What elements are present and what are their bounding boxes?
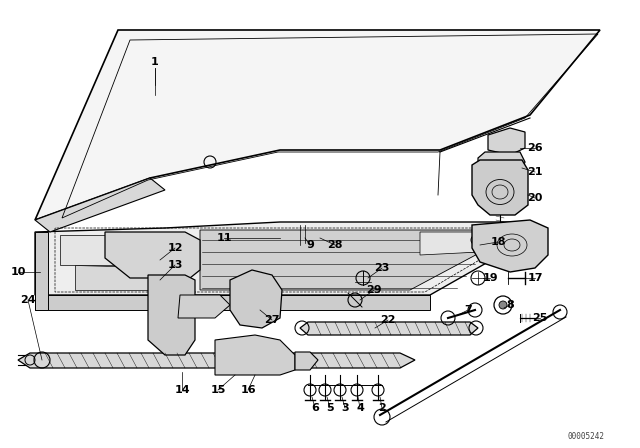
Polygon shape [35,178,165,232]
Polygon shape [178,295,230,318]
Text: 8: 8 [506,300,514,310]
Text: 2: 2 [378,403,386,413]
Text: 22: 22 [380,315,396,325]
Text: 18: 18 [490,237,506,247]
Text: 25: 25 [532,313,548,323]
Text: 23: 23 [374,263,390,273]
Text: 10: 10 [10,267,26,277]
Polygon shape [295,352,318,370]
Polygon shape [35,232,48,310]
Polygon shape [200,230,500,290]
Polygon shape [300,322,478,335]
Polygon shape [230,270,282,328]
Text: 5: 5 [326,403,334,413]
Text: 29: 29 [366,285,382,295]
Polygon shape [35,295,430,310]
Polygon shape [215,335,295,375]
Circle shape [162,300,178,316]
Polygon shape [478,152,525,178]
Text: 28: 28 [327,240,343,250]
Polygon shape [18,353,415,368]
Text: 27: 27 [264,315,280,325]
Polygon shape [60,235,120,265]
Text: 3: 3 [341,403,349,413]
Circle shape [499,301,507,309]
Polygon shape [125,235,180,265]
Text: 17: 17 [527,273,543,283]
Text: 1: 1 [151,57,159,67]
Text: 20: 20 [527,193,543,203]
Text: 7: 7 [464,305,472,315]
Polygon shape [75,265,185,290]
Polygon shape [488,128,525,155]
Polygon shape [35,30,600,220]
Polygon shape [480,232,510,252]
Circle shape [166,304,174,312]
Polygon shape [472,160,528,215]
Text: 9: 9 [306,240,314,250]
Text: 26: 26 [527,143,543,153]
Polygon shape [105,232,200,278]
Polygon shape [472,220,548,272]
Text: 21: 21 [527,167,543,177]
Text: 19: 19 [482,273,498,283]
Text: 12: 12 [167,243,183,253]
Text: 15: 15 [211,385,226,395]
Polygon shape [420,232,480,255]
Polygon shape [35,222,518,295]
Text: 4: 4 [356,403,364,413]
Text: 6: 6 [311,403,319,413]
Text: 16: 16 [240,385,256,395]
Text: 11: 11 [216,233,232,243]
Polygon shape [148,275,195,355]
Text: 13: 13 [167,260,182,270]
Text: 00005242: 00005242 [568,432,605,441]
Text: 14: 14 [174,385,190,395]
Text: 24: 24 [20,295,36,305]
